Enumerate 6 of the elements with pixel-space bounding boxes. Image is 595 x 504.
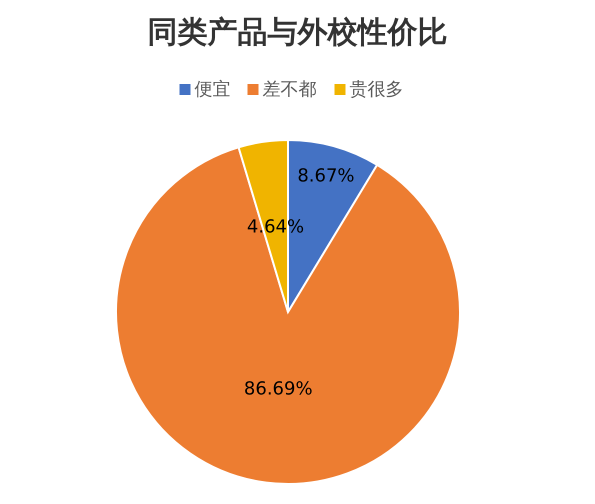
legend-label: 差不都 [262,79,316,100]
legend-label: 贵很多 [350,79,404,100]
chart-title: 同类产品与外校性价比 [148,15,448,50]
data-label: 8.67% [297,166,355,187]
data-label: 86.69% [244,378,313,400]
legend-label: 便宜 [194,79,230,100]
